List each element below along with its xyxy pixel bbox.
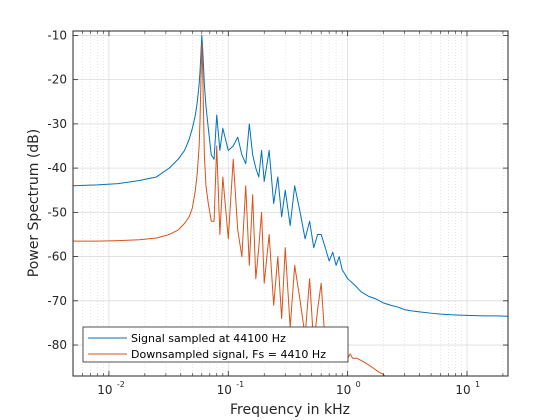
x-tick-label: 10: [97, 383, 112, 397]
series-line-1: [72, 34, 509, 317]
x-axis-label: Frequency in kHz: [230, 402, 350, 418]
x-tick-label: 10: [455, 383, 470, 397]
series-layer: [72, 34, 509, 377]
y-tick-label: -80: [47, 338, 67, 352]
y-tick-label: -70: [47, 294, 67, 308]
x-tick-labels: 10 -2 10 -1 10 0 10 1: [97, 380, 480, 397]
y-tick-label: -30: [47, 117, 67, 131]
y-tick-label: -10: [47, 28, 67, 42]
series-line-2: [73, 43, 389, 377]
minor-grid: [82, 31, 504, 376]
legend-box: [82, 326, 349, 363]
y-tick-label: -40: [47, 161, 67, 175]
legend: Signal sampled at 44100 Hz Downsampled s…: [82, 326, 349, 363]
x-tick-label: 10: [217, 383, 232, 397]
y-tick-label: -50: [47, 205, 67, 219]
x-tick-label-exponent: -2: [117, 380, 125, 389]
y-tick-label: -60: [47, 250, 67, 264]
x-tick-label-exponent: 0: [356, 380, 361, 389]
x-tick-label: 10: [336, 383, 351, 397]
legend-label-series-2: Downsampled signal, Fs = 4410 Hz: [131, 348, 326, 361]
y-tick-labels: -10 -20 -30 -40 -50 -60 -70 -80: [47, 28, 67, 352]
y-tick-label: -20: [47, 73, 67, 87]
major-grid: [73, 31, 508, 376]
legend-label-series-1: Signal sampled at 44100 Hz: [131, 332, 286, 345]
x-tick-label-exponent: -1: [236, 380, 244, 389]
y-axis-label: Power Spectrum (dB): [26, 129, 42, 277]
x-tick-label-exponent: 1: [475, 380, 480, 389]
plot-area: -10 -20 -30 -40 -50 -60 -70 -80 10 -2 10 -1 10 0 10 1: [47, 28, 509, 397]
tick-marks: [73, 31, 508, 376]
axes-frame: [72, 30, 509, 377]
